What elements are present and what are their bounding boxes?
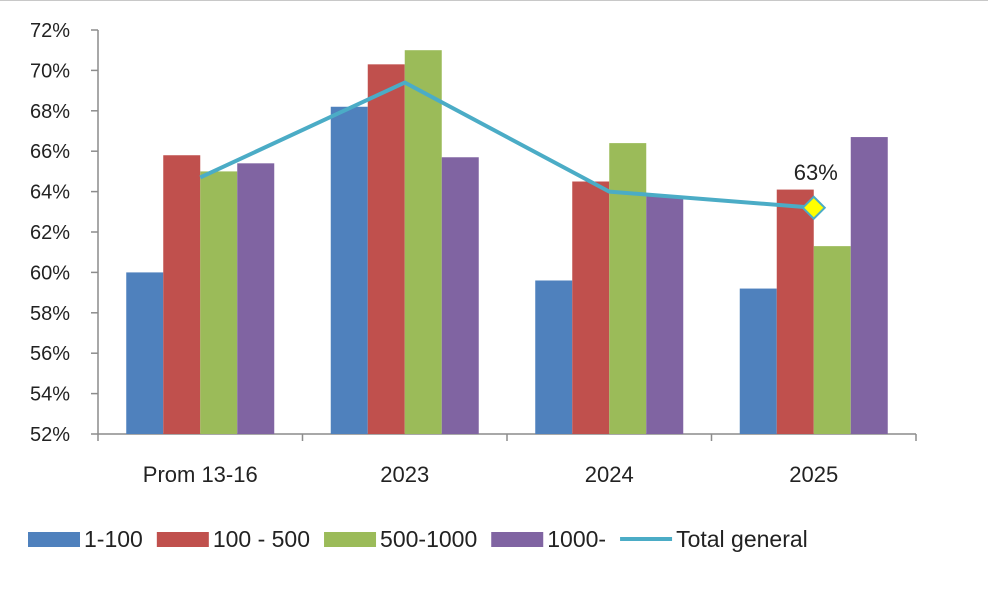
bar (237, 163, 275, 434)
x-tick-label: Prom 13-16 (143, 462, 258, 487)
legend: 1-100 100 - 500 500-1000 1000- Total general (28, 526, 808, 552)
y-tick-label: 66% (30, 141, 70, 163)
bar (572, 181, 610, 434)
bar (200, 171, 238, 434)
bar (813, 246, 851, 434)
bars-group (126, 50, 888, 435)
bar (441, 157, 479, 434)
y-tick-label: 56% (30, 343, 70, 365)
bar (367, 64, 405, 434)
legend-label: 1-100 (84, 526, 143, 552)
bar (609, 143, 647, 434)
legend-swatch (28, 532, 80, 547)
y-tick-label: 54% (30, 384, 70, 406)
legend-swatch (156, 532, 209, 547)
bar (535, 280, 573, 434)
y-tick-label: 58% (30, 303, 70, 325)
bar (646, 195, 684, 434)
y-tick-label: 68% (30, 101, 70, 123)
x-tick-label: 2023 (380, 462, 429, 487)
legend-swatch (324, 532, 377, 547)
bar (404, 50, 442, 434)
x-tick-label: 2025 (789, 462, 838, 487)
data-label: 63% (794, 160, 838, 185)
y-axis: 52% 54% 56% 58% 60% 62% 64% 66% 68% 70% 72% (30, 20, 99, 446)
x-axis: Prom 13-16 2023 2024 2025 (97, 433, 917, 487)
legend-label: 1000- (547, 526, 606, 552)
line-point-marker (801, 195, 827, 221)
legend-label: 500-1000 (380, 526, 477, 552)
y-tick-label: 60% (30, 262, 70, 284)
legend-label: 100 - 500 (213, 526, 310, 552)
bar (850, 137, 888, 434)
y-tick-label: 62% (30, 222, 70, 244)
y-tick-label: 52% (30, 424, 70, 446)
legend-swatch (491, 532, 544, 547)
y-tick-label: 70% (30, 60, 70, 82)
line-series-group: 63% (199, 80, 838, 221)
y-tick-label: 72% (30, 20, 70, 42)
bar (330, 106, 368, 434)
bar (776, 189, 814, 434)
x-tick-label: 2024 (585, 462, 634, 487)
bar (126, 272, 164, 434)
y-tick-label: 64% (30, 182, 70, 204)
bar (163, 155, 201, 435)
legend-label: Total general (676, 526, 808, 552)
bar (739, 288, 777, 434)
line-total-general (199, 80, 814, 210)
